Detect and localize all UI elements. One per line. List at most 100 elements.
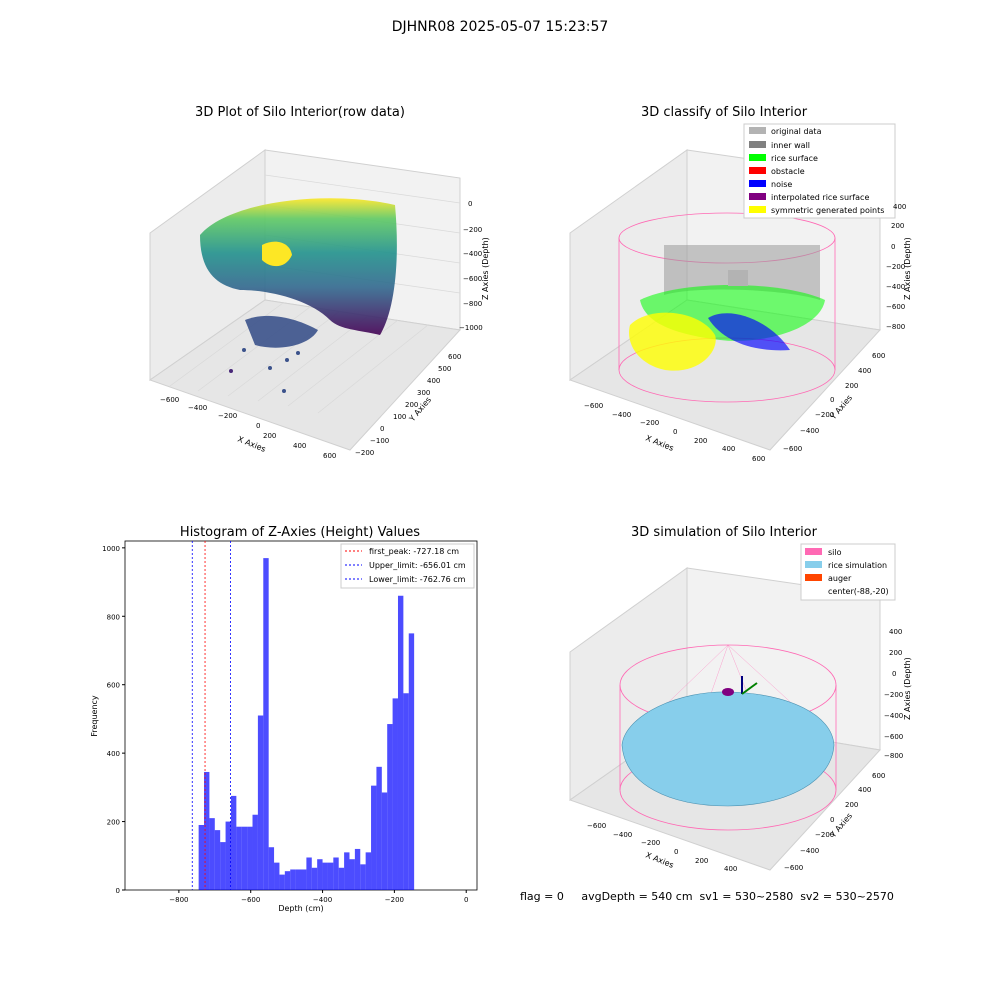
legend-lower-limit: Lower_limit: -762.76 cm xyxy=(369,575,466,584)
histogram-bar xyxy=(381,792,388,890)
histogram-bar xyxy=(376,766,382,890)
histogram-bar xyxy=(198,824,205,890)
histogram-title: Histogram of Z-Axies (Height) Values xyxy=(180,525,420,540)
histogram-xtick-label: −200 xyxy=(385,896,404,904)
svg-text:−1000: −1000 xyxy=(459,324,483,332)
svg-text:500: 500 xyxy=(438,365,451,373)
histogram-bar xyxy=(354,848,361,890)
svg-text:−400: −400 xyxy=(612,411,631,419)
svg-text:−400: −400 xyxy=(886,283,905,291)
svg-text:−400: −400 xyxy=(188,404,207,412)
histogram-bar xyxy=(397,595,404,890)
raw-zlabel: Z Axies (Depth) xyxy=(481,237,490,300)
histogram-bar xyxy=(241,826,248,890)
svg-text:0: 0 xyxy=(673,428,677,436)
histogram-ytick-label: 0 xyxy=(116,887,120,895)
histogram-bar xyxy=(230,795,237,890)
pane-floor xyxy=(148,299,462,451)
histogram-xtick-label: −800 xyxy=(169,896,188,904)
svg-text:−200: −200 xyxy=(463,226,482,234)
svg-text:0: 0 xyxy=(830,816,834,824)
svg-text:200: 200 xyxy=(891,222,904,230)
histogram-bar xyxy=(403,693,409,890)
svg-text:300: 300 xyxy=(417,389,430,397)
svg-text:400: 400 xyxy=(889,628,902,636)
svg-text:rice surface: rice surface xyxy=(771,154,818,163)
svg-text:−200: −200 xyxy=(355,449,374,457)
histogram-bar xyxy=(301,869,307,890)
svg-text:400: 400 xyxy=(293,442,306,450)
status-line: flag = 0 avgDepth = 540 cm sv1 = 530~258… xyxy=(520,890,894,903)
svg-text:200: 200 xyxy=(405,401,418,409)
svg-text:−400: −400 xyxy=(463,250,482,258)
histogram-bar xyxy=(387,724,393,890)
histogram-bar xyxy=(327,862,334,890)
svg-text:−200: −200 xyxy=(641,839,660,847)
svg-text:400: 400 xyxy=(858,786,871,794)
histogram-bar xyxy=(322,862,328,890)
svg-text:400: 400 xyxy=(858,367,871,375)
svg-text:400: 400 xyxy=(724,865,737,873)
svg-text:−800: −800 xyxy=(884,752,903,760)
svg-text:0: 0 xyxy=(674,848,678,856)
svg-text:center(-88,-20): center(-88,-20) xyxy=(828,587,889,596)
simulation-xlabel: X Axies xyxy=(644,851,675,870)
classify-legend-items: original data inner wall rice surface ob… xyxy=(749,127,884,215)
raw-point-cloud-highlight xyxy=(262,241,292,267)
histogram-bar xyxy=(295,869,301,890)
histogram-bars xyxy=(198,558,415,890)
svg-text:0: 0 xyxy=(891,243,895,251)
classify-zlabel: Z Axies (Depth) xyxy=(903,237,912,300)
svg-text:200: 200 xyxy=(845,801,858,809)
panel-histogram: Histogram of Z-Axies (Height) Values −80… xyxy=(90,525,478,913)
histogram-ytick-label: 200 xyxy=(107,819,120,827)
histogram-bar xyxy=(290,869,296,890)
svg-text:noise: noise xyxy=(771,180,792,189)
svg-text:−200: −200 xyxy=(815,831,834,839)
histogram-legend-items: first_peak: -727.18 cm Upper_limit: -656… xyxy=(345,547,466,584)
svg-text:400: 400 xyxy=(893,203,906,211)
raw-point-cloud-lower xyxy=(245,315,318,348)
svg-text:auger: auger xyxy=(828,574,852,583)
svg-text:200: 200 xyxy=(845,382,858,390)
center-marker xyxy=(722,688,734,696)
histogram-bar xyxy=(284,871,291,890)
svg-text:interpolated rice surface: interpolated rice surface xyxy=(771,193,869,202)
rice-simulation-surface xyxy=(621,691,835,807)
histogram-bar xyxy=(371,785,377,890)
svg-text:−200: −200 xyxy=(884,691,903,699)
histogram-ytick-label: 800 xyxy=(107,613,120,621)
svg-text:600: 600 xyxy=(448,353,461,361)
svg-text:600: 600 xyxy=(752,455,765,463)
histogram-xtick-label: 0 xyxy=(464,896,468,904)
svg-text:−400: −400 xyxy=(613,831,632,839)
histogram-bar xyxy=(306,857,312,890)
histogram-bar xyxy=(338,867,345,890)
raw-ylabel: Y Axies xyxy=(407,395,433,424)
svg-text:200: 200 xyxy=(889,649,902,657)
svg-text:600: 600 xyxy=(872,352,885,360)
svg-text:original data: original data xyxy=(771,127,822,136)
svg-text:−800: −800 xyxy=(463,300,482,308)
histogram-yticks: 0 200 400 600 800 1000 xyxy=(102,545,125,895)
svg-text:inner wall: inner wall xyxy=(771,141,810,150)
svg-text:−400: −400 xyxy=(884,712,903,720)
histogram-xtick-label: −400 xyxy=(313,896,332,904)
histogram-xtick-label: −600 xyxy=(241,896,260,904)
simulation-zlabel: Z Axies (Depth) xyxy=(903,657,912,720)
histogram-bar xyxy=(220,842,226,890)
svg-text:−200: −200 xyxy=(640,419,659,427)
panel-simulation-title: 3D simulation of Silo Interior xyxy=(631,525,818,540)
histogram-ytick-label: 400 xyxy=(107,750,120,758)
histogram-bar xyxy=(247,826,253,890)
svg-text:600: 600 xyxy=(323,452,336,460)
panel-raw-3d: 3D Plot of Silo Interior(row data) −600 −… xyxy=(148,105,490,460)
histogram-bar xyxy=(349,859,355,890)
svg-text:−200: −200 xyxy=(815,411,834,419)
symmetric-points xyxy=(629,312,716,371)
auger-axis-y xyxy=(741,682,758,695)
histogram-bar xyxy=(274,862,280,890)
